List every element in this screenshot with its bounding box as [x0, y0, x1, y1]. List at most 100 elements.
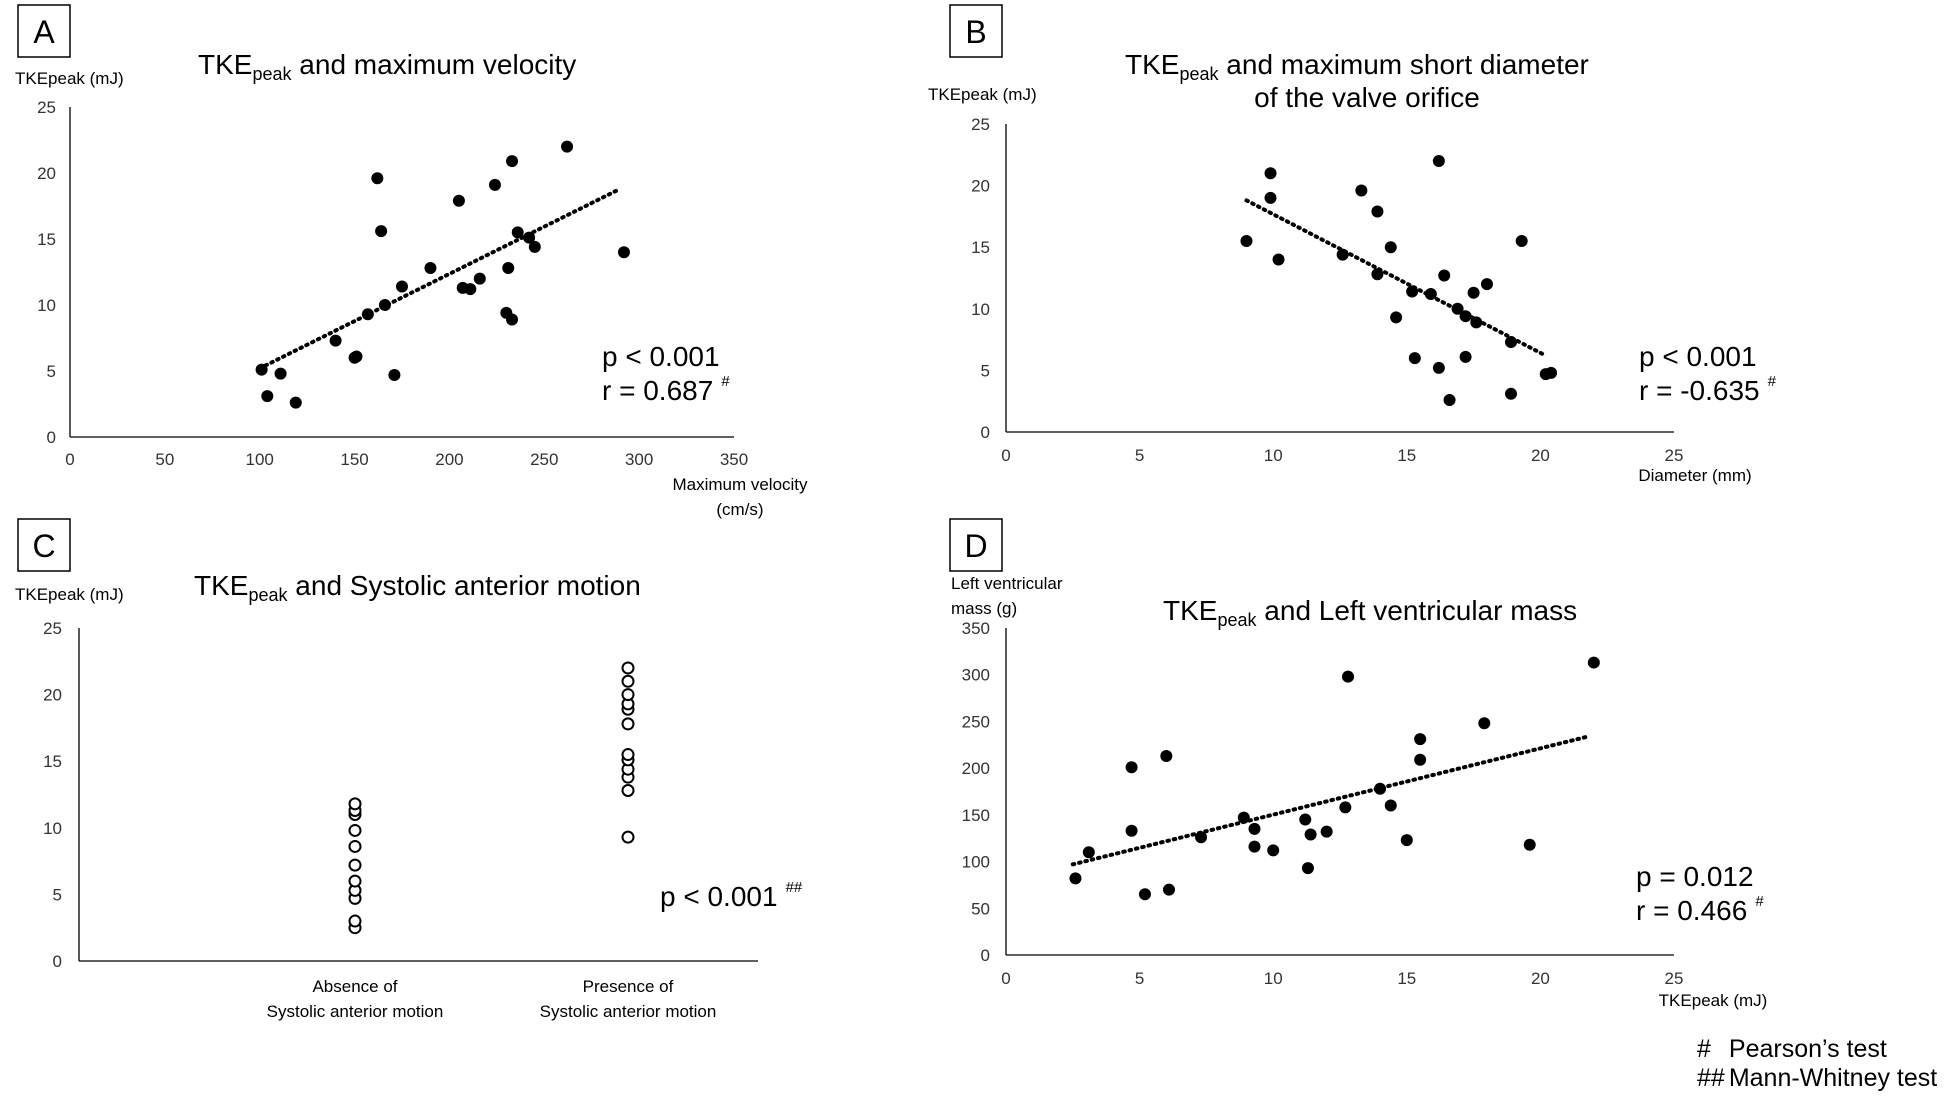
panel-A-xtick: 50 [155, 450, 174, 469]
panel-A-point [388, 368, 401, 381]
panel-C-ytick: 20 [43, 686, 62, 705]
panel-B-xtick: 10 [1264, 446, 1283, 465]
panel-D-ytick: 150 [962, 806, 990, 825]
panel-D-point [1301, 862, 1314, 875]
panel-B-point [1459, 350, 1472, 363]
panel-D-point [1304, 828, 1317, 841]
panel-C-ytick: 10 [43, 819, 62, 838]
panel-A-xtick: 350 [720, 450, 748, 469]
panel-D-ytick: 50 [971, 899, 990, 918]
panel-C-p-value: p < 0.001 ## [660, 879, 803, 912]
panel-B-point [1470, 316, 1483, 329]
panel-D-point [1374, 782, 1387, 795]
panel-A-point [452, 194, 465, 207]
panel-B: TKEpeak and maximum short diameter of th… [928, 49, 1777, 485]
panel-D-point [1414, 733, 1427, 746]
panel-C-category-2-line1: Presence of [583, 977, 674, 996]
panel-B-xtick: 20 [1531, 446, 1550, 465]
panel-B-point [1240, 235, 1253, 248]
panel-D-point [1478, 717, 1491, 730]
panel-B-point [1505, 387, 1518, 400]
panel-B-point [1515, 235, 1528, 248]
panel-A-xtick: 0 [65, 450, 74, 469]
panel-C-point [348, 839, 362, 853]
panel-D-ytick: 100 [962, 853, 990, 872]
panel-B-title: TKEpeak and maximum short diameter [1125, 49, 1589, 84]
panel-B-point [1451, 302, 1464, 315]
panel-A-point [506, 313, 519, 326]
panel-C-point [348, 874, 362, 888]
panel-C-label: C [17, 518, 71, 572]
panel-B-ytick: 10 [971, 300, 990, 319]
panel-D-point [1237, 811, 1250, 824]
panel-A-xtick: 200 [435, 450, 463, 469]
panel-C-category-2-line2: Systolic anterior motion [540, 1002, 717, 1021]
panel-C-point [348, 858, 362, 872]
panel-A-label: A [17, 4, 71, 58]
panel-D-ytick: 300 [962, 666, 990, 685]
legend-item-mann-whitney: ## Mann-Whitney test [1697, 1064, 1937, 1092]
panel-D-point [1138, 888, 1151, 901]
panel-A-trendline [257, 186, 623, 371]
panel-D-point [1248, 840, 1261, 853]
panel-A-point [617, 246, 630, 259]
legend-item-pearson: # Pearson’s test [1697, 1035, 1887, 1063]
panel-A-point [329, 334, 342, 347]
panel-D-xtick: 20 [1531, 969, 1550, 988]
panel-A-point [464, 283, 477, 296]
panel-B-point [1355, 184, 1368, 197]
panel-B-point [1432, 361, 1445, 374]
svg-text:D: D [964, 528, 987, 564]
panel-B-point [1432, 154, 1445, 167]
panel-D-xtick: 15 [1397, 969, 1416, 988]
panel-A-point [488, 178, 501, 191]
panel-D-point [1400, 834, 1413, 847]
panel-C-point [348, 797, 362, 811]
panel-B-point [1438, 269, 1451, 282]
panel-C: TKEpeak and Systolic anterior motion TKE… [15, 570, 803, 1021]
panel-D-xtick: 25 [1665, 969, 1684, 988]
panel-D-point [1162, 883, 1175, 896]
panel-D-point [1587, 656, 1600, 669]
panel-A-point [523, 231, 536, 244]
panel-B-point [1467, 286, 1480, 299]
panel-C-point [348, 914, 362, 928]
panel-D-ytick: 250 [962, 712, 990, 731]
panel-A-point [506, 155, 519, 168]
panel-D-point [1384, 799, 1397, 812]
panel-B-point [1408, 352, 1421, 365]
svg-text:A: A [33, 14, 55, 50]
legend: # Pearson’s test ## Mann-Whitney test [1697, 1035, 1937, 1092]
panel-B-ytick: 5 [981, 361, 990, 380]
panel-A-point [361, 308, 374, 321]
panel-B-point [1406, 285, 1419, 298]
panel-C-title: TKEpeak and Systolic anterior motion [194, 570, 641, 605]
panel-D-xtick: 0 [1001, 969, 1010, 988]
panel-A-xlabel-line2: (cm/s) [716, 500, 763, 519]
panel-D-point [1069, 872, 1082, 885]
panel-C-ytick: 5 [53, 885, 62, 904]
panel-C-point [621, 674, 635, 688]
panel-D-xtick: 5 [1135, 969, 1144, 988]
panel-B-point [1459, 310, 1472, 323]
panel-B-ytick: 20 [971, 177, 990, 196]
panel-B-title-line2: of the valve orifice [1254, 82, 1480, 113]
panel-B-ylabel: TKEpeak (mJ) [928, 85, 1037, 104]
panel-C-point [621, 661, 635, 675]
panel-A-point [274, 367, 287, 380]
panel-A-point [375, 225, 388, 238]
panel-A-point [424, 262, 437, 275]
panel-B-xtick: 0 [1001, 446, 1010, 465]
panel-A-point [502, 262, 515, 275]
panel-A-point [255, 363, 268, 376]
panel-A-point [289, 396, 302, 409]
panel-D-ylabel-line2: mass (g) [951, 599, 1017, 618]
panel-A-ylabel: TKEpeak (mJ) [15, 69, 124, 88]
panel-B-point [1264, 191, 1277, 204]
panel-D-r-value: r = 0.466 # [1636, 893, 1764, 926]
panel-A-point [396, 280, 408, 293]
panel-A-xlabel-line1: Maximum velocity [672, 475, 808, 494]
panel-B-point [1390, 311, 1403, 324]
panel-D-point [1125, 761, 1138, 774]
panel-A-r-value: r = 0.687 # [602, 373, 730, 406]
